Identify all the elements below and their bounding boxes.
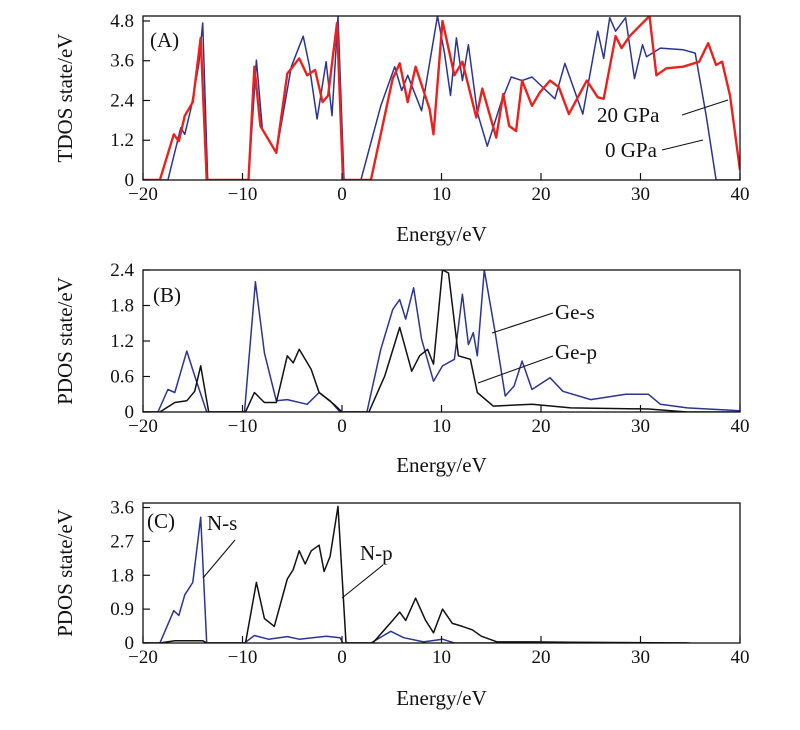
y-tick-label: 3.6 <box>110 498 134 519</box>
series-line-n-s <box>143 516 691 643</box>
annotation-leader-line <box>477 355 554 384</box>
x-tick-label: 10 <box>432 184 451 205</box>
annotation-leader-line <box>341 564 384 599</box>
x-tick-label: −10 <box>228 184 258 205</box>
x-tick-label: 30 <box>631 184 650 205</box>
series-line-0-gpa <box>143 16 740 180</box>
panel-b: −20 −10 0 10 20 30 40 0 0.6 1.2 1.8 2.4 Energy/eV PDO… <box>53 260 750 477</box>
annotation-leader-line <box>681 99 729 116</box>
y-tick-label: 1.8 <box>110 565 134 586</box>
y-tick-label: 4.8 <box>110 11 134 32</box>
panel-a: −20 −10 0 10 20 30 40 0 1.2 2.4 3.6 4.8 Energy/eV TDO… <box>53 11 750 246</box>
plot-frame <box>142 269 741 413</box>
y-tick-label: 0 <box>125 170 135 191</box>
panel-label: (A) <box>150 28 179 52</box>
annotation-leader-line <box>661 139 704 151</box>
x-tick-label: 0 <box>337 416 347 437</box>
y-tick-label: 0.9 <box>110 599 134 620</box>
x-tick-label: 40 <box>731 647 750 668</box>
x-tick-label: 40 <box>731 416 750 437</box>
annotation-label: N-s <box>207 511 237 535</box>
x-tick-label: 40 <box>731 184 750 205</box>
x-axis-label: Energy/eV <box>396 686 487 710</box>
y-tick-label: 3.6 <box>110 51 134 72</box>
y-tick-label: 2.4 <box>110 260 134 281</box>
y-tick-label: 0.6 <box>110 367 134 388</box>
y-tick-label: 0 <box>125 633 135 654</box>
annotation-label: Ge-s <box>555 300 595 324</box>
annotation-leader-line <box>491 312 554 334</box>
x-tick-label: −20 <box>128 184 158 205</box>
x-tick-label: −20 <box>128 416 158 437</box>
x-tick-label: 30 <box>631 416 650 437</box>
y-axis-label: TDOS state/eV <box>53 34 77 163</box>
x-tick-label: 30 <box>631 647 650 668</box>
x-tick-label: −20 <box>128 647 158 668</box>
x-tick-label: 20 <box>532 184 551 205</box>
x-tick-label: −10 <box>228 416 258 437</box>
panel-label: (B) <box>153 283 181 307</box>
x-tick-label: 10 <box>432 647 451 668</box>
series-line-20-gpa <box>143 16 740 180</box>
x-tick-label: 0 <box>337 184 347 205</box>
x-tick-label: 10 <box>432 416 451 437</box>
y-axis-label: PDOS state/eV <box>53 509 77 637</box>
series-line-ge-s <box>143 270 740 412</box>
annotation-label: Ge-p <box>555 340 597 364</box>
y-tick-label: 1.8 <box>110 296 134 317</box>
y-tick-label: 1.2 <box>110 331 134 352</box>
panel-c: −20 −10 0 10 20 30 40 0 0.9 1.8 2.7 3.6 Energy/eV PDO… <box>53 498 750 710</box>
x-tick-label: −10 <box>228 647 258 668</box>
y-tick-label: 0 <box>125 402 135 423</box>
annotation-label: 0 GPa <box>605 138 658 162</box>
y-tick-label: 1.2 <box>110 130 134 151</box>
y-tick-label: 2.7 <box>110 531 134 552</box>
x-axis-label: Energy/eV <box>396 453 487 477</box>
annotation-leader-line <box>202 539 236 579</box>
series-line-n-p <box>143 505 688 643</box>
panel-label: (C) <box>147 509 175 533</box>
x-axis-label: Energy/eV <box>396 222 487 246</box>
y-tick-label: 2.4 <box>110 90 134 111</box>
x-tick-label: 20 <box>532 416 551 437</box>
x-tick-label: 0 <box>337 647 347 668</box>
annotation-label: 20 GPa <box>597 103 660 127</box>
x-tick-label: 20 <box>532 647 551 668</box>
y-axis-label: PDOS state/eV <box>53 277 77 405</box>
annotation-label: N-p <box>360 541 393 565</box>
series-line-ge-p <box>143 270 740 412</box>
